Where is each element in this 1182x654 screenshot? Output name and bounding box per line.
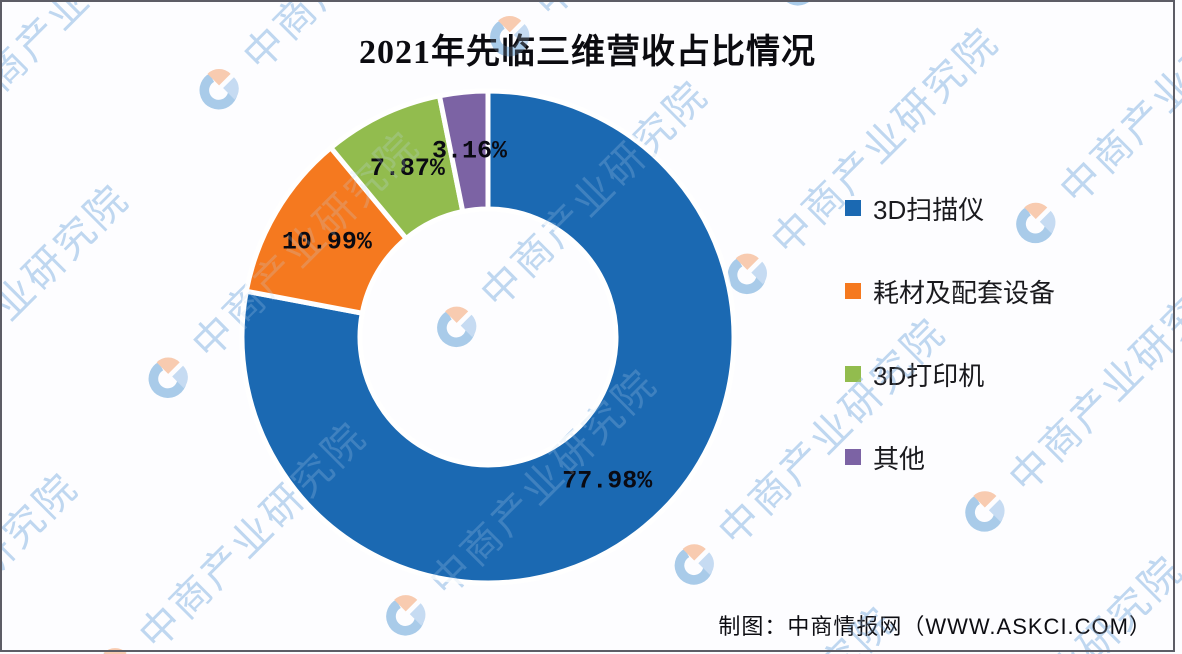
legend-item-3d-printer: 3D打印机 <box>845 361 1055 391</box>
legend-marker-other <box>845 449 861 465</box>
legend-marker-consumables <box>845 283 861 299</box>
legend-item-3d-scanner: 3D扫描仪 <box>845 195 1055 225</box>
legend-marker-3d-printer <box>845 366 861 382</box>
legend-item-other: 其他 <box>845 444 1055 474</box>
attribution-text: 制图：中商情报网（WWW.ASKCI.COM） <box>718 614 1152 639</box>
legend: 3D扫描仪 耗材及配套设备 3D打印机 其他 <box>845 195 1055 527</box>
pie-slice-0 <box>239 88 737 586</box>
slice-label-3: 3.16% <box>432 136 508 165</box>
chart-title: 2021年先临三维营收占比情况 <box>359 34 816 71</box>
slice-label-1: 10.99% <box>282 228 373 257</box>
legend-label-3d-printer: 3D打印机 <box>873 360 985 391</box>
legend-item-consumables: 耗材及配套设备 <box>845 278 1055 308</box>
slice-label-0: 77.98% <box>562 467 653 496</box>
legend-label-3d-scanner: 3D扫描仪 <box>873 194 985 225</box>
legend-marker-3d-scanner <box>845 200 861 216</box>
slice-label-2: 7.87% <box>370 154 446 183</box>
legend-label-consumables: 耗材及配套设备 <box>873 277 1056 308</box>
pie-slice-3 <box>436 88 491 215</box>
legend-label-other: 其他 <box>873 443 926 474</box>
